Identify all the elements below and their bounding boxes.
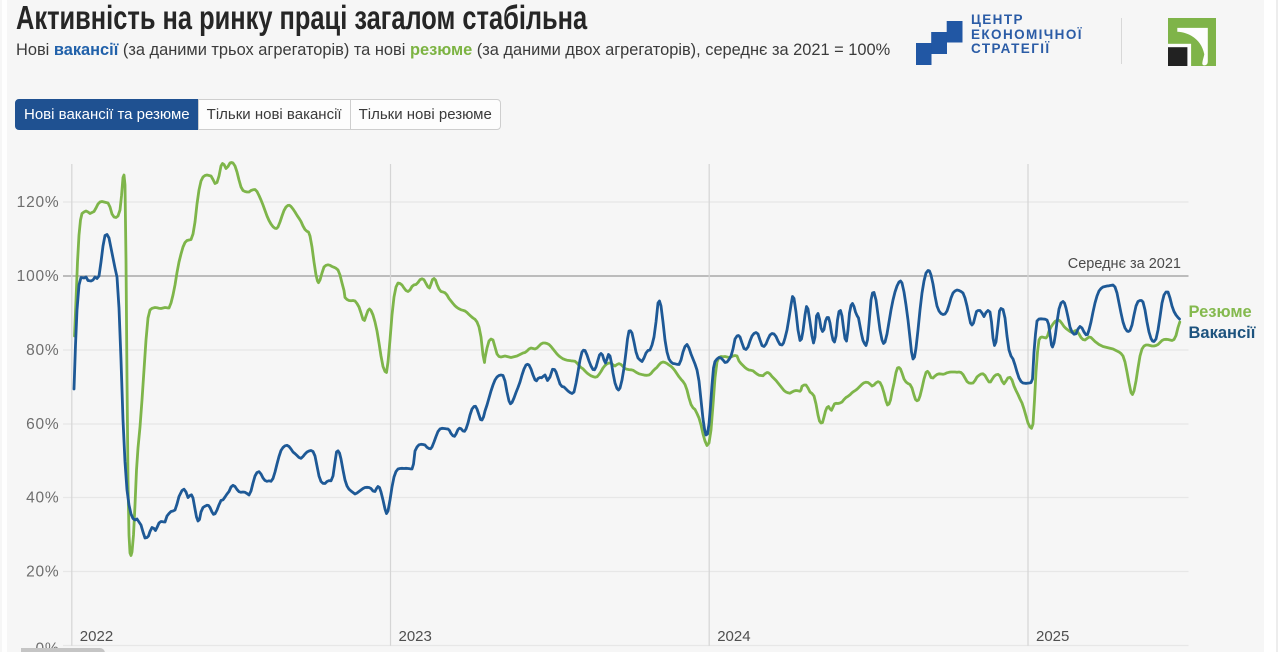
- svg-text:0%: 0%: [35, 640, 59, 652]
- svg-text:Вакансії: Вакансії: [1189, 324, 1256, 342]
- svg-text:2022: 2022: [80, 628, 113, 645]
- svg-text:2024: 2024: [717, 628, 750, 645]
- svg-text:120%: 120%: [17, 194, 60, 211]
- svg-text:2025: 2025: [1036, 628, 1069, 645]
- svg-text:60%: 60%: [26, 416, 59, 433]
- svg-text:Середнє за 2021: Середнє за 2021: [1068, 256, 1181, 272]
- svg-text:Резюме: Резюме: [1189, 303, 1252, 321]
- svg-text:80%: 80%: [26, 342, 59, 359]
- svg-text:100%: 100%: [17, 268, 60, 285]
- svg-text:20%: 20%: [26, 564, 59, 581]
- svg-text:2023: 2023: [399, 628, 432, 645]
- svg-text:40%: 40%: [26, 490, 59, 507]
